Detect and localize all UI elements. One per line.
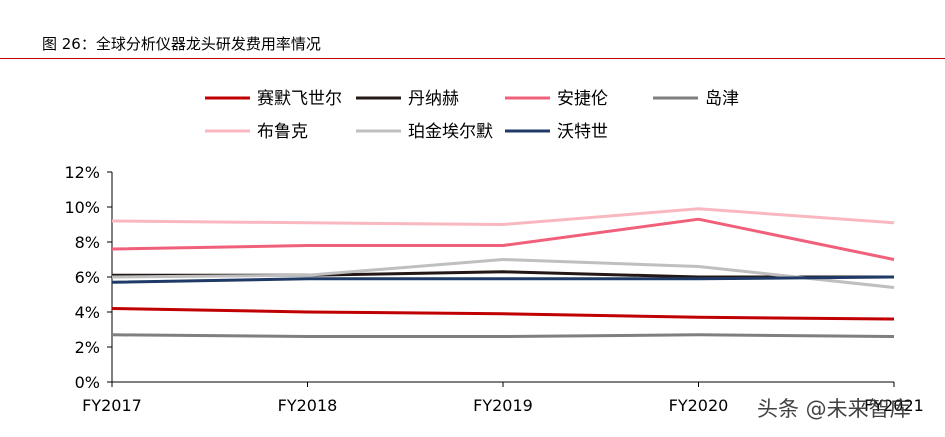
legend-label-7: 沃特世 xyxy=(557,122,608,142)
legend-label-1: 赛默飞世尔 xyxy=(257,88,342,109)
legend-label-6: 珀金埃尔默 xyxy=(408,122,493,142)
y-tick-label: 0% xyxy=(75,373,100,392)
y-tick-label: 4% xyxy=(75,303,100,322)
figure-title: 图 26：全球分析仪器龙头研发费用率情况 xyxy=(42,35,321,53)
y-tick-label: 10% xyxy=(64,198,100,217)
x-tick-label: FY2017 xyxy=(82,396,142,415)
y-tick-label: 12% xyxy=(64,163,100,182)
x-tick-label: FY2018 xyxy=(278,396,338,415)
x-tick-label: FY2020 xyxy=(669,396,729,415)
y-tick-label: 8% xyxy=(75,233,100,252)
series-line-1 xyxy=(111,307,895,321)
watermark-text: 头条 @未来智库 xyxy=(757,397,911,421)
legend-label-2: 丹纳赫 xyxy=(408,89,459,109)
legend-label-3: 安捷伦 xyxy=(557,89,608,109)
legend-label-5: 布鲁克 xyxy=(257,122,308,142)
y-tick-label: 6% xyxy=(75,268,100,287)
title-divider xyxy=(0,58,945,59)
chart-series-lines xyxy=(111,207,895,338)
series-line-5 xyxy=(111,207,895,226)
series-line-4 xyxy=(111,333,895,338)
x-tick-label: FY2021 xyxy=(864,396,924,415)
x-tick-label: FY2019 xyxy=(473,396,533,415)
series-line-6 xyxy=(111,258,895,289)
series-line-3 xyxy=(111,217,895,261)
legend-label-4: 岛津 xyxy=(705,89,739,109)
chart-axes: 0% 2% 4% 6% 8% 10% 12% FY2017 FY2018 FY2019 FY2020… xyxy=(64,163,923,415)
y-tick-label: 2% xyxy=(75,338,100,357)
series-line-7 xyxy=(111,275,895,284)
